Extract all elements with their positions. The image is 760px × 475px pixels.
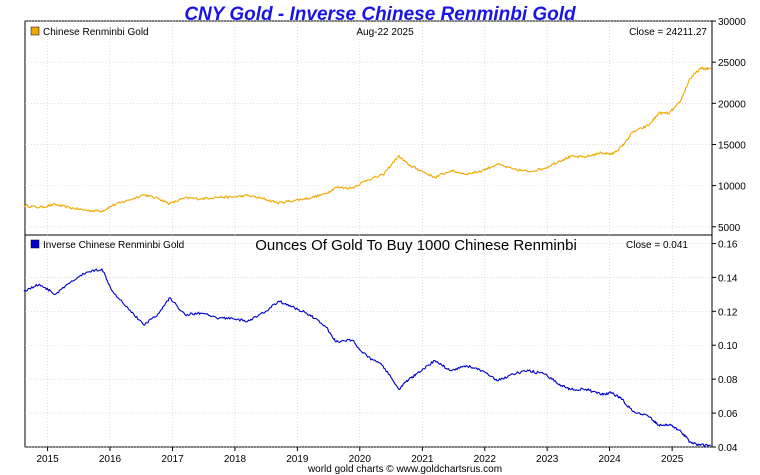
x-tick-label: 2021 [411, 454, 434, 465]
y-tick-label: 25000 [718, 58, 746, 69]
x-tick-label: 2020 [349, 454, 372, 465]
y-tick-label: 0.08 [718, 375, 738, 386]
inverse-legend-label: Inverse Chinese Renminbi Gold [43, 240, 184, 251]
bottom-panel-frame [24, 234, 713, 448]
y-tick-label: 30000 [718, 17, 746, 28]
x-tick-label: 2016 [99, 454, 122, 465]
y-tick-label: 0.10 [718, 341, 738, 352]
y-tick-label: 0.04 [718, 443, 738, 454]
y-tick-label: 0.16 [718, 239, 738, 250]
inverse-close-label: Close = 0.041 [626, 240, 688, 251]
y-tick-label: 0.14 [718, 273, 738, 284]
inverse-legend-swatch [30, 239, 40, 249]
gold-legend-swatch [30, 26, 40, 36]
x-tick-label: 2018 [224, 454, 247, 465]
gold-series-line [23, 66, 712, 213]
gold-legend-label: Chinese Renminbi Gold [43, 27, 149, 38]
x-axis: 2015 2016 2017 2018 2019 2020 2021 2022 2023 2024… [36, 447, 684, 465]
top-gridlines [25, 20, 712, 235]
x-tick-label: 2015 [36, 454, 59, 465]
y-tick-label: 15000 [718, 140, 746, 151]
date-label: Aug-22 2025 [356, 27, 414, 38]
y-tick-label: 0.12 [718, 307, 738, 318]
x-tick-label: 2017 [161, 454, 184, 465]
y-tick-label: 0.06 [718, 409, 738, 420]
top-y-axis: 5000 10000 15000 20000 25000 30000 [712, 17, 746, 234]
y-tick-label: 5000 [718, 223, 741, 234]
bottom-y-axis: 0.04 0.06 0.08 0.10 0.12 0.14 0.16 [712, 239, 738, 454]
y-tick-label: 10000 [718, 182, 746, 193]
top-panel-frame [24, 20, 713, 236]
inverse-series-line [23, 268, 711, 447]
gold-close-label: Close = 24211.27 [629, 27, 707, 38]
bottom-gridlines [25, 235, 712, 448]
footer-credit: world gold charts © www.goldchartsrus.co… [307, 464, 502, 475]
x-tick-label: 2019 [286, 454, 309, 465]
inverse-series-group [23, 268, 711, 447]
chart-title: CNY Gold - Inverse Chinese Renminbi Gold [184, 4, 576, 25]
x-tick-label: 2022 [474, 454, 497, 465]
x-tick-label: 2023 [536, 454, 559, 465]
x-tick-label: 2024 [598, 454, 621, 465]
gold-series-group [23, 66, 712, 213]
x-tick-label: 2025 [661, 454, 684, 465]
inverse-subtitle: Ounces Of Gold To Buy 1000 Chinese Renmi… [255, 237, 577, 254]
y-tick-label: 20000 [718, 99, 746, 110]
